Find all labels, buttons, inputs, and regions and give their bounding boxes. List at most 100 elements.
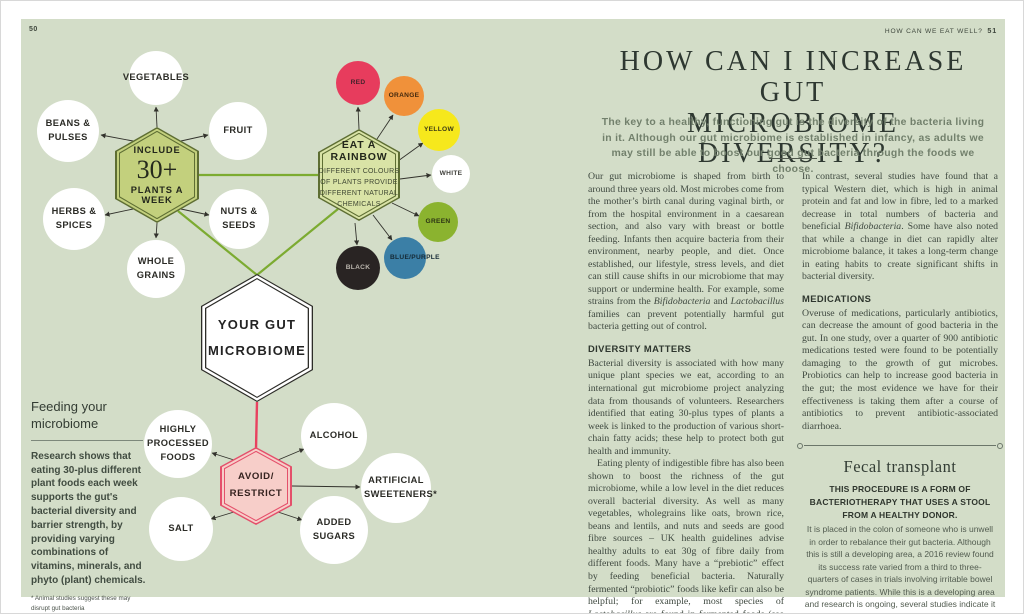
hexagon-fill-inner — [206, 279, 308, 397]
connector-alcohol — [277, 448, 305, 461]
fecal-transplant-body: It is placed in the colon of someone who… — [804, 524, 996, 613]
include-hex-bottom-label: PLANTS A WEEK — [130, 184, 184, 205]
circle-orange: ORANGE — [384, 76, 424, 116]
sidebar-divider — [31, 439, 143, 441]
connector-fruit — [180, 133, 209, 142]
connector-salt — [210, 511, 235, 521]
avoid-hex-line1: AVOID/ — [238, 471, 274, 483]
section-heading-medications: MEDICATIONS — [802, 292, 872, 304]
circle-beans-pulses: BEANS & PULSES — [37, 100, 99, 162]
rainbow-hex-title: EAT A RAINBOW — [330, 139, 388, 164]
rainbow-hex-description: DIFFERENT COLOURS OF PLANTS PROVIDE DIFF… — [318, 168, 400, 208]
circle-label: BLACK — [345, 264, 371, 272]
flow-line-include-gut — [177, 210, 258, 276]
flow-line-gut-avoid — [254, 401, 259, 450]
circle-label: NUTS & SEEDS — [220, 206, 258, 230]
include-hex-top-label: INCLUDE — [133, 145, 181, 156]
hexagon-fill-inner — [225, 452, 287, 520]
include-hex-number: 30+ — [136, 155, 178, 185]
box-rule-top — [797, 442, 1003, 449]
running-head-text: HOW CAN WE EAT WELL? — [884, 28, 983, 35]
article-column-right: In contrast, several studies have found … — [797, 171, 1003, 613]
flow-line-rainbow-gut — [256, 208, 339, 276]
paragraph: Our gut microbiome is shaped from birth … — [588, 171, 784, 333]
circle-label: HERBS & SPICES — [51, 206, 97, 230]
circle-label: FRUIT — [223, 125, 253, 136]
connector-herbs-spices — [104, 208, 134, 217]
article: HOW CAN I INCREASE GUT MICROBIOME DIVERS… — [588, 19, 1003, 613]
running-head: HOW CAN WE EAT WELL? 51 — [885, 26, 997, 35]
circle-highly-processed-foods: HIGHLY PROCESSED FOODS — [144, 410, 212, 478]
standfirst-divider — [769, 158, 817, 159]
connector-blue-purple — [372, 214, 393, 241]
circle-label: RED — [350, 79, 366, 87]
article-title-line2: MICROBIOME DIVERSITY? — [686, 107, 899, 170]
circle-label: WHOLE GRAINS — [136, 256, 176, 280]
circle-added-sugars: ADDED SUGARS — [300, 496, 368, 564]
circle-yellow: YELLOW — [418, 109, 460, 151]
gut-hex-label: YOUR GUT MICROBIOME — [208, 317, 306, 358]
section-heading-diversity-matters: DIVERSITY MATTERS — [588, 342, 692, 354]
connector-added-sugars — [277, 511, 303, 522]
connector-whole-grains — [153, 222, 159, 239]
sidebar-title: Feeding your microbiome — [31, 399, 107, 431]
paragraph: In contrast, several studies have found … — [802, 171, 998, 283]
circle-black: BLACK — [336, 246, 380, 290]
circle-blue-purple: BLUE/PURPLE — [384, 237, 440, 279]
circle-artificial-sweeteners: ARTIFICIAL SWEETENERS* — [361, 453, 438, 523]
diagram-connector-lines — [100, 106, 432, 522]
circle-salt: SALT — [149, 497, 213, 561]
article-title-line1: HOW CAN I INCREASE GUT — [619, 46, 967, 108]
connector-vegetables — [153, 106, 159, 128]
hexagon-include-30-plants: INCLUDE 30+ PLANTS A WEEK — [115, 127, 199, 223]
hexagon-avoid-restrict: AVOID/ RESTRICT — [220, 447, 292, 525]
hexagon-eat-a-rainbow: EAT A RAINBOW DIFFERENT COLOURS OF PLANT… — [318, 129, 400, 221]
article-column-left: Our gut microbiome is shaped from birth … — [588, 171, 784, 613]
circle-whole-grains: WHOLE GRAINS — [127, 240, 185, 298]
circle-herbs-spices: HERBS & SPICES — [43, 188, 105, 250]
circle-label: YELLOW — [423, 126, 454, 134]
page-number-right: 51 — [987, 26, 997, 35]
circle-nuts-seeds: NUTS & SEEDS — [209, 189, 269, 249]
circle-label: HIGHLY PROCESSED FOODS — [147, 424, 209, 462]
connector-red — [355, 106, 361, 130]
connector-green — [391, 202, 420, 217]
paragraph: Overuse of medications, particularly ant… — [802, 307, 998, 432]
connector-beans-pulses — [100, 133, 134, 142]
circle-label: BLUE/PURPLE — [390, 254, 440, 262]
connector-artificial-sweeteners — [291, 484, 361, 490]
circle-label: ORANGE — [388, 92, 420, 100]
connector-nuts-seeds — [180, 208, 210, 217]
book-spread: 50 HOW CAN WE EAT WELL? 51 — [21, 19, 1005, 613]
hexagon-your-gut-microbiome: YOUR GUT MICROBIOME — [201, 274, 313, 402]
connector-highly-processed — [211, 451, 235, 461]
circle-label: VEGETABLES — [122, 72, 190, 83]
sidebar-body: Research shows that eating 30-plus diffe… — [31, 450, 146, 586]
paragraph: Bacterial diversity is associated with h… — [588, 357, 784, 457]
sidebar-feeding-your-microbiome: Feeding your microbiome Research shows t… — [31, 399, 155, 613]
sidebar-footnote: * Animal studies suggest these may disru… — [31, 594, 131, 612]
circle-label: ALCOHOL — [309, 430, 359, 441]
article-title: HOW CAN I INCREASE GUT MICROBIOME DIVERS… — [588, 46, 998, 170]
circle-label: WHITE — [439, 170, 463, 178]
circle-label: ARTIFICIAL SWEETENERS* — [364, 475, 438, 499]
paragraph: Eating plenty of indigestible fibre has … — [588, 458, 784, 613]
circle-label: ADDED SUGARS — [312, 517, 356, 541]
connector-black — [353, 222, 360, 246]
circle-label: BEANS & PULSES — [45, 118, 91, 142]
circle-fruit: FRUIT — [209, 102, 267, 160]
circle-red: RED — [336, 61, 380, 105]
connector-yellow — [397, 142, 424, 162]
fecal-transplant-title: Fecal transplant — [843, 457, 957, 477]
hexagon-fill-inner — [323, 134, 395, 216]
avoid-hex-line2: RESTRICT — [229, 488, 283, 499]
fecal-transplant-box: Fecal transplant THIS PROCEDURE IS A FOR… — [797, 442, 1003, 613]
circle-vegetables: VEGETABLES — [123, 51, 189, 105]
circle-alcohol: ALCOHOL — [301, 403, 367, 469]
connector-white — [399, 173, 432, 180]
page-number-left: 50 — [29, 26, 38, 33]
connector-orange — [376, 114, 394, 140]
circle-green: GREEN — [418, 202, 458, 242]
fecal-transplant-lead: THIS PROCEDURE IS A FORM OF BACTERIOTHER… — [809, 484, 991, 520]
